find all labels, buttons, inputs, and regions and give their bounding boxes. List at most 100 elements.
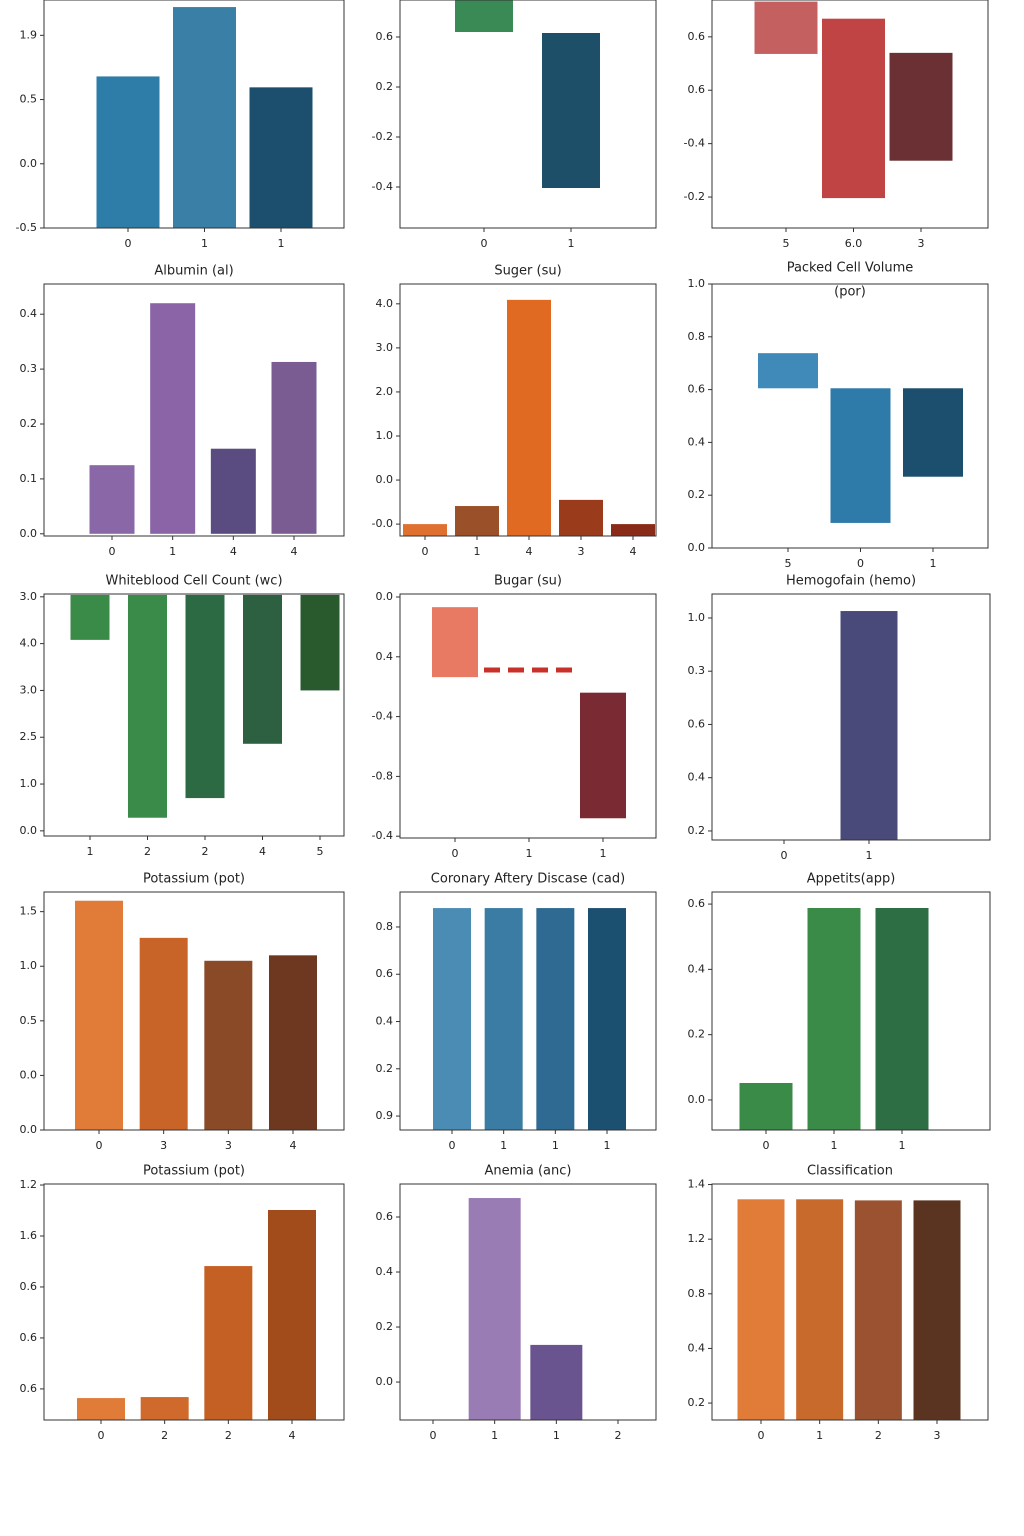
x-tick-label: 1 bbox=[278, 237, 285, 250]
y-tick-label: 0.0 bbox=[376, 473, 394, 486]
x-tick-label: 1 bbox=[87, 845, 94, 858]
bar bbox=[210, 448, 256, 534]
y-tick-label: 1.0 bbox=[376, 429, 394, 442]
plot-frame bbox=[43, 1183, 345, 1421]
bar bbox=[96, 76, 160, 229]
x-tick-label: 1 bbox=[816, 1429, 823, 1442]
bar bbox=[432, 607, 478, 678]
y-tick-label: -0.2 bbox=[684, 190, 705, 203]
y-tick-label: 0.0 bbox=[20, 157, 38, 170]
chart-title: Whiteblood Cell Count (wc) bbox=[105, 574, 282, 589]
bar bbox=[758, 353, 818, 389]
y-tick-label: 0.6 bbox=[688, 717, 706, 730]
y-tick-label: 0.8 bbox=[376, 920, 394, 933]
x-tick-label: 1 bbox=[169, 545, 176, 558]
y-tick-label: 0.5 bbox=[20, 1014, 38, 1027]
x-tick-label: 5 bbox=[317, 845, 324, 858]
bar bbox=[903, 388, 963, 477]
y-tick-label: 0.6 bbox=[688, 897, 706, 910]
bar bbox=[588, 908, 626, 1130]
y-tick-label: -0.2 bbox=[372, 130, 393, 143]
bar bbox=[830, 388, 891, 523]
bar bbox=[542, 33, 600, 188]
y-tick-label: 1.5 bbox=[20, 905, 38, 918]
y-tick-label: 0.8 bbox=[688, 1287, 706, 1300]
plot-frame bbox=[399, 891, 657, 1131]
bar bbox=[77, 1398, 125, 1420]
x-tick-label: 0 bbox=[430, 1429, 437, 1442]
plot-frame bbox=[711, 283, 989, 549]
y-tick-label: 0.2 bbox=[20, 417, 38, 430]
y-tick-label: 3.0 bbox=[376, 341, 394, 354]
y-tick-label: -0.4 bbox=[372, 829, 393, 842]
y-tick-label: 2.0 bbox=[376, 385, 394, 398]
x-tick-label: 3 bbox=[918, 237, 925, 250]
plot-frame bbox=[399, 1183, 657, 1421]
x-tick-label: 4 bbox=[230, 545, 237, 558]
bar bbox=[300, 594, 340, 691]
x-tick-label: 3 bbox=[578, 545, 585, 558]
x-tick-label: 4 bbox=[630, 545, 637, 558]
x-tick-label: 1 bbox=[866, 849, 873, 862]
bar bbox=[433, 908, 471, 1130]
y-tick-label: 0.4 bbox=[376, 1015, 394, 1028]
y-tick-label: 0.6 bbox=[20, 1280, 38, 1293]
bar bbox=[128, 594, 167, 818]
x-tick-label: 4 bbox=[291, 545, 298, 558]
plot-frame bbox=[399, 0, 657, 229]
x-tick-label: 1 bbox=[600, 847, 607, 860]
y-tick-label: -0.5 bbox=[16, 221, 37, 234]
y-tick-label: 0.4 bbox=[376, 1265, 394, 1278]
chart-title: Classification bbox=[807, 1164, 893, 1179]
y-tick-label: 0.4 bbox=[688, 435, 706, 448]
x-tick-label: 2 bbox=[875, 1429, 882, 1442]
bar bbox=[507, 299, 551, 536]
x-tick-label: 0 bbox=[857, 557, 864, 570]
x-tick-label: 5 bbox=[783, 237, 790, 250]
plot-frame bbox=[711, 593, 991, 841]
y-tick-label: 0.4 bbox=[688, 771, 706, 784]
y-tick-label: 3.0 bbox=[20, 590, 38, 603]
y-tick-label: 0.0 bbox=[376, 1375, 394, 1388]
x-tick-label: 1 bbox=[500, 1139, 507, 1152]
bar bbox=[269, 955, 317, 1130]
chart-title: Bugar (su) bbox=[494, 574, 562, 589]
y-tick-label: 0.6 bbox=[688, 30, 706, 43]
bar bbox=[611, 524, 655, 536]
y-tick-label: -0.0 bbox=[372, 517, 393, 530]
x-tick-label: 0 bbox=[125, 237, 132, 250]
bar bbox=[536, 908, 575, 1130]
bar bbox=[89, 465, 135, 534]
bar bbox=[403, 524, 447, 536]
bar bbox=[754, 1, 818, 54]
y-tick-label: 0.8 bbox=[688, 330, 706, 343]
y-tick-label: 0.3 bbox=[688, 664, 706, 677]
y-tick-label: -0.4 bbox=[372, 710, 393, 723]
y-tick-label: 0.0 bbox=[20, 527, 38, 540]
y-tick-label: 0.1 bbox=[20, 472, 38, 485]
y-tick-label: -0.4 bbox=[684, 137, 705, 150]
plot-frame bbox=[711, 0, 989, 229]
y-tick-label: 0.4 bbox=[688, 1341, 706, 1354]
y-tick-label: 3.0 bbox=[20, 683, 38, 696]
x-tick-label: 1 bbox=[553, 1429, 560, 1442]
y-tick-label: 1.4 bbox=[688, 1178, 706, 1191]
y-tick-label: 0.4 bbox=[20, 307, 38, 320]
bar bbox=[580, 692, 626, 819]
plot-frame bbox=[399, 283, 657, 537]
y-tick-label: 0.6 bbox=[20, 1331, 38, 1344]
chart-title: Anemia (anc) bbox=[484, 1164, 571, 1179]
y-tick-label: 0.0 bbox=[688, 1093, 706, 1106]
x-tick-label: 2 bbox=[615, 1429, 622, 1442]
bar bbox=[854, 1200, 902, 1420]
x-tick-label: 0 bbox=[109, 545, 116, 558]
bar bbox=[468, 1198, 521, 1420]
bar bbox=[840, 611, 898, 840]
bar bbox=[173, 7, 236, 228]
y-tick-label: 0.6 bbox=[376, 1210, 394, 1223]
plot-frame bbox=[43, 891, 345, 1131]
chart-title: Packed Cell Volume bbox=[787, 261, 914, 276]
y-tick-label: 0.2 bbox=[376, 1062, 394, 1075]
y-tick-label: 0.6 bbox=[376, 30, 394, 43]
plot-frame bbox=[711, 891, 991, 1131]
